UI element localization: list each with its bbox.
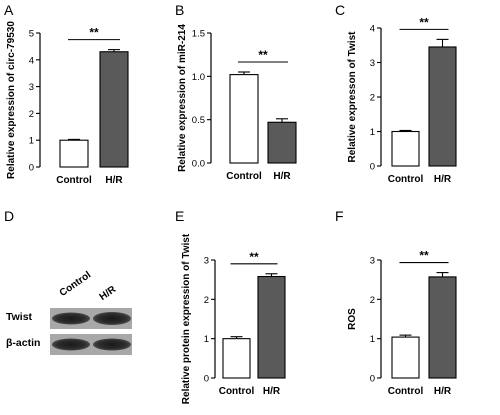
- y-axis-label: Relative expression of miR-214: [177, 24, 188, 172]
- y-tick-label: 0: [370, 374, 375, 385]
- y-tick-label: 0: [204, 374, 209, 385]
- panel-letter-f: F: [335, 208, 344, 224]
- panel-letter-c: C: [335, 2, 346, 18]
- x-category-label: Control: [226, 171, 262, 182]
- y-axis-label: Relative protein expression of Twist: [181, 233, 192, 404]
- bar-control: [59, 139, 89, 168]
- bar-control: [391, 130, 420, 167]
- x-category-label: H/R: [273, 171, 291, 182]
- blot-band-twist-hr: [93, 312, 131, 325]
- y-tick-label: 3: [370, 58, 375, 69]
- y-tick-label: 2: [370, 295, 375, 306]
- y-tick-label: 1: [370, 127, 375, 138]
- panel-letter-a: A: [4, 2, 14, 18]
- x-category-label: Control: [388, 386, 424, 397]
- bar-hr: [267, 121, 297, 164]
- y-tick-label: 2: [204, 295, 209, 306]
- x-category-label: Control: [388, 174, 424, 185]
- y-tick-label: 3: [370, 256, 375, 267]
- y-axis-label: Relative expresson of Twist: [347, 31, 358, 163]
- y-tick-label: 1: [29, 136, 34, 147]
- y-tick-label: 2: [370, 93, 375, 104]
- significance-label: **: [419, 15, 429, 29]
- x-category-label: H/R: [105, 175, 123, 186]
- blot-row-label-twist: Twist: [6, 311, 33, 323]
- y-tick-label: 1.5: [192, 29, 205, 40]
- x-category-label: Control: [219, 386, 255, 397]
- y-tick-label: 1: [370, 334, 375, 345]
- y-tick-label: 3: [204, 256, 209, 267]
- significance-label: **: [419, 249, 429, 263]
- bar-hr: [428, 46, 457, 167]
- y-tick-label: 1.0: [192, 72, 205, 83]
- bar-hr: [257, 275, 286, 379]
- y-tick-label: 3: [29, 82, 34, 93]
- y-tick-label: 5: [29, 29, 34, 40]
- y-tick-label: 0: [29, 163, 34, 174]
- y-tick-label: 0.5: [192, 115, 205, 126]
- y-tick-label: 2: [29, 109, 34, 120]
- y-axis-label: Relative expression of circ-79530: [6, 21, 17, 179]
- y-tick-label: 1: [204, 334, 209, 345]
- blot-band-twist-control: [52, 312, 90, 325]
- x-category-label: H/R: [263, 386, 281, 397]
- bar-control: [222, 338, 251, 379]
- blot-row-label-beta-actin: β-actin: [6, 337, 41, 349]
- significance-label: **: [89, 26, 99, 40]
- blot-band-beta-actin-control: [52, 338, 90, 351]
- bar-control: [229, 74, 259, 164]
- y-axis-label: ROS: [347, 308, 358, 330]
- panel-letter-b: B: [175, 2, 185, 18]
- x-category-label: H/R: [434, 386, 452, 397]
- y-tick-label: 4: [29, 55, 34, 66]
- y-tick-label: 0: [370, 162, 375, 173]
- panel-letter-d: D: [4, 208, 15, 224]
- y-tick-label: 0.0: [192, 159, 205, 170]
- significance-label: **: [249, 250, 259, 264]
- panel-letter-e: E: [175, 208, 185, 224]
- x-category-label: Control: [56, 175, 92, 186]
- x-category-label: H/R: [434, 174, 452, 185]
- blot-band-beta-actin-hr: [93, 338, 131, 351]
- significance-label: **: [258, 48, 268, 62]
- y-tick-label: 4: [370, 24, 375, 35]
